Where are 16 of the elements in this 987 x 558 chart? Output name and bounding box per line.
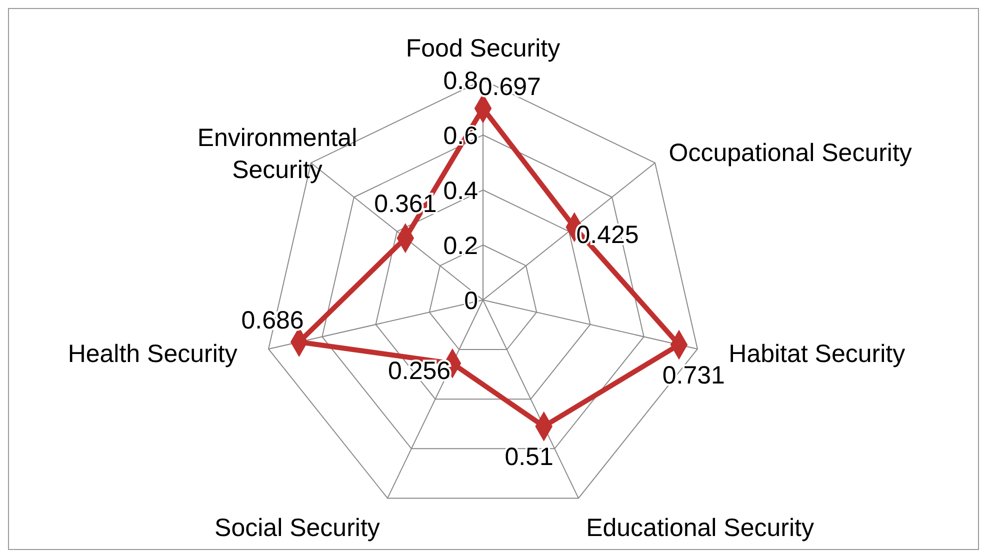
data-label: 0.697 bbox=[478, 73, 541, 102]
spoke-label: Health Security bbox=[68, 340, 238, 368]
spoke-label: Food Security bbox=[406, 34, 561, 62]
spoke-label: Habitat Security bbox=[728, 340, 906, 368]
spoke-label: Educational Security bbox=[586, 514, 814, 542]
y-tick-label: 0.8 bbox=[443, 67, 478, 95]
data-label: 0.256 bbox=[388, 356, 451, 385]
y-tick-label: 0 bbox=[464, 287, 478, 315]
y-tick-label: 0.2 bbox=[443, 232, 478, 260]
y-tick-label: 0.4 bbox=[443, 177, 478, 205]
data-label: 0.686 bbox=[241, 306, 304, 335]
spoke-label: Social Security bbox=[214, 514, 380, 542]
data-label: 0.51 bbox=[504, 442, 554, 471]
spoke-label: Environmental Security bbox=[197, 124, 358, 184]
spoke-label: Occupational Security bbox=[668, 138, 912, 167]
data-label: 0.731 bbox=[662, 361, 725, 390]
